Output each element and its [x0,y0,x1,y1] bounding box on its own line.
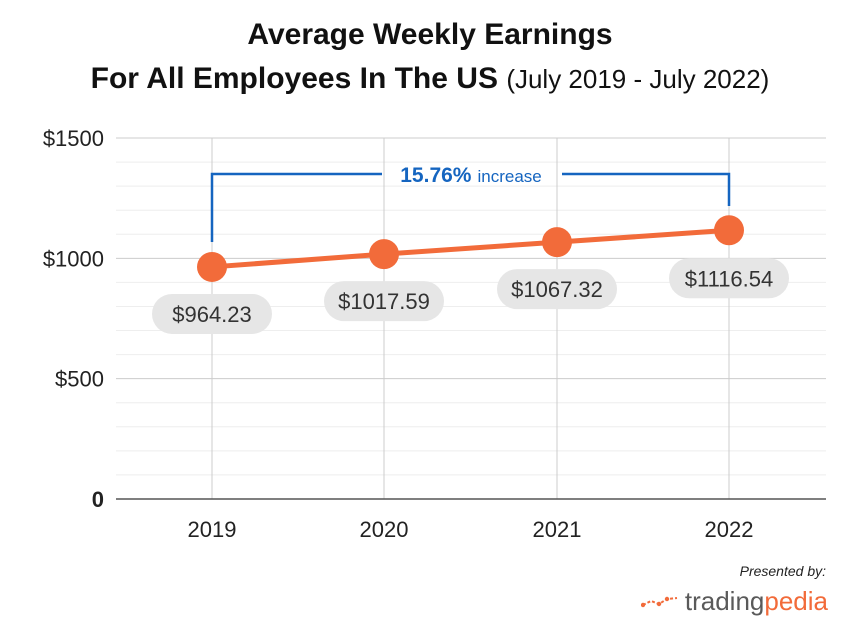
data-label: $1067.32 [511,277,603,302]
logo-text-pedia: pedia [764,586,828,616]
tradingpedia-logo: trading pedia [640,586,828,617]
presented-by-label: Presented by: [739,563,826,579]
data-label-bg [497,269,617,310]
chart-title-daterange: (July 2019 - July 2022) [506,64,770,94]
chart-title-main: For All Employees In The US [90,62,498,95]
logo-line-icon [640,596,677,607]
x-tick-label: 2022 [705,517,754,542]
increase-percent: 15.76% [400,164,472,187]
data-point [369,239,399,270]
data-point [542,227,572,258]
x-tick-label: 2019 [188,517,237,542]
data-label-bg [152,293,272,334]
data-label: $964.23 [172,302,252,327]
y-tick-label: $1000 [43,246,104,271]
data-label-bg [669,258,789,299]
bracket-right [562,172,731,206]
chart-title-line1: Average Weekly Earnings [247,18,613,51]
series-line [211,227,730,270]
y-tick-label: $500 [55,367,104,392]
x-tick-label: 2021 [533,517,582,542]
bracket-left [210,172,382,242]
data-label-bg [324,281,444,322]
logo-text-trading: trading [684,586,765,616]
x-tick-label: 2020 [360,517,409,542]
increase-word: increase [477,167,541,186]
y-tick-label: $1500 [43,126,104,151]
increase-annotation: 15.76% increase [400,164,542,187]
data-point [197,251,227,282]
data-label: $1116.54 [685,266,774,291]
data-point [714,215,744,246]
chart-title-line2: For All Employees In The US (July 2019 -… [0,62,860,96]
y-tick-label: 0 [92,487,104,512]
data-label: $1017.59 [338,289,430,314]
